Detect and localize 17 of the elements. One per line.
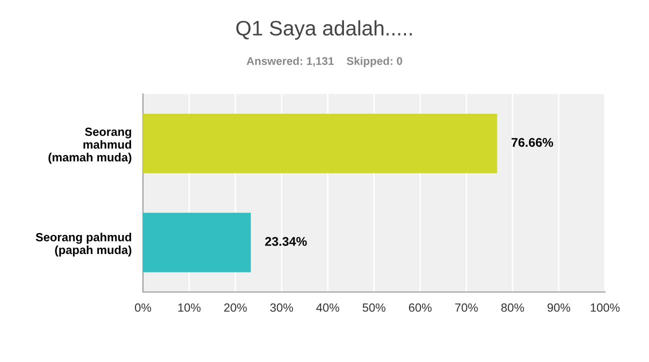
data-label: 76.66% <box>512 138 554 147</box>
data-label: 23.34% <box>265 237 307 246</box>
y-tick-label: Seorang pahmud (papah muda) <box>36 232 132 256</box>
x-tick-label: 0% <box>134 303 152 312</box>
chart-title: Q1 Saya adalah..... <box>236 20 412 40</box>
chart-subtitle: Answered: 1,131 Skipped: 0 <box>246 56 402 68</box>
x-tick-label: 20% <box>224 303 247 312</box>
x-tick-label: 70% <box>455 303 478 312</box>
x-tick-label: 40% <box>316 303 340 312</box>
x-tick-label: 10% <box>178 303 201 312</box>
x-tick-label: 30% <box>270 303 293 312</box>
y-tick-label: Seorang mahmud (mamah muda) <box>48 128 132 164</box>
x-tick-label: 100% <box>590 303 620 312</box>
x-tick-label: 50% <box>362 303 386 312</box>
x-tick-label: 90% <box>548 303 570 312</box>
x-tick-label: 80% <box>501 303 524 312</box>
x-tick-label: 60% <box>408 303 432 312</box>
